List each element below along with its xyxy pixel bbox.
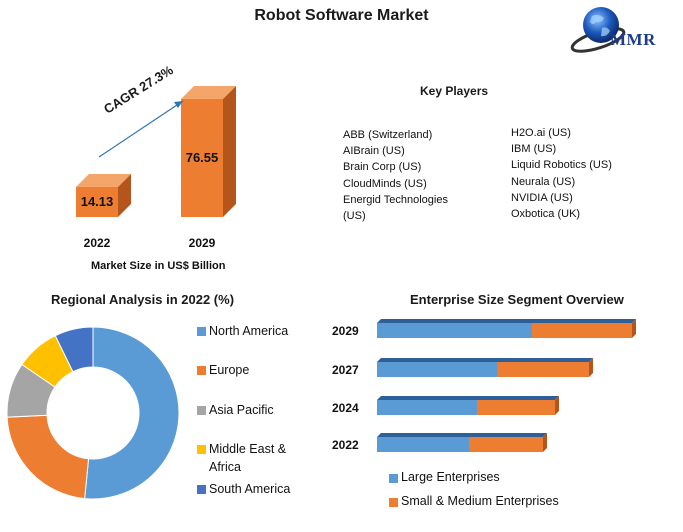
page-title: Robot Software Market (254, 7, 429, 24)
mmr-logo (570, 7, 626, 53)
legend-swatch (197, 327, 206, 336)
segment-year-label: 2022 (332, 438, 359, 452)
enterprise-bar-chart (377, 319, 636, 452)
legend-item-label: North America (209, 324, 289, 338)
segment-year-label: 2024 (332, 401, 359, 415)
legend-item-label: Europe (209, 363, 250, 377)
logo-text: MMR (610, 30, 656, 49)
segment-year-label: 2027 (332, 363, 359, 377)
key-players-column-1: ABB (Switzerland) AIBrain (US) Brain Corp … (343, 127, 473, 224)
key-player-item: Liquid Robotics (US) (511, 159, 612, 172)
market-bar-2029 (181, 99, 223, 217)
cagr-arrow (98, 100, 184, 158)
market-bar-value-label: 14.13 (80, 194, 114, 209)
legend-item-label: Middle East & Africa (209, 442, 287, 474)
legend-swatch (197, 445, 206, 454)
key-player-item: Neurala (US) (511, 175, 576, 188)
key-player-item: NVIDIA (US) (511, 191, 573, 204)
segment-bar-large-2027 (377, 362, 497, 377)
donut-slice-south-america (54, 326, 94, 373)
regional-donut-chart (6, 326, 180, 500)
market-size-caption: Market Size in US$ Billion (91, 260, 226, 272)
market-bar-side (223, 86, 236, 217)
key-player-item: Energid Technologies (US) (343, 193, 448, 223)
segment-bar-sme-2027 (497, 362, 589, 377)
legend-swatch (197, 366, 206, 375)
segment-bar-top (377, 433, 547, 437)
market-bar-side (118, 174, 131, 217)
segment-bar-top (377, 358, 593, 362)
segment-legend-label: Small & Medium Enterprises (401, 494, 559, 508)
segment-bar-sme-2029 (532, 323, 632, 338)
market-bar-top (76, 174, 131, 187)
donut-slice-north-america (84, 326, 180, 500)
cagr-arrow-head (174, 101, 183, 108)
segment-bar-side (543, 433, 547, 452)
key-player-item: AIBrain (US) (343, 145, 405, 158)
key-player-item: IBM (US) (511, 143, 557, 156)
segment-year-label: 2029 (332, 324, 359, 338)
segment-bar-large-2029 (377, 323, 532, 338)
segment-legend-swatch (389, 474, 398, 483)
key-player-item: ABB (Switzerland) (343, 129, 433, 141)
segment-bar-large-2024 (377, 400, 477, 415)
segment-bar-side (589, 358, 593, 377)
key-player-item: CloudMinds (US) (343, 177, 427, 190)
market-year-label: 2022 (83, 236, 111, 250)
market-bar-value-label: 76.55 (185, 150, 219, 165)
market-bar-2022 (76, 187, 118, 217)
segment-bar-top (377, 319, 636, 323)
segment-legend-label: Large Enterprises (401, 470, 500, 484)
regional-title: Regional Analysis in 2022 (%) (51, 292, 235, 307)
segment-bar-side (555, 396, 559, 415)
segment-legend-swatch (389, 498, 398, 507)
key-players-title: Key Players (420, 84, 489, 98)
key-player-item: H2O.ai (US) (511, 127, 571, 139)
segment-bar-top (377, 396, 559, 400)
legend-swatch (197, 406, 206, 415)
market-size-chart (76, 86, 236, 217)
legend-item-label: Asia Pacific (209, 403, 274, 417)
market-year-label: 2029 (188, 236, 216, 250)
key-player-item: Oxbotica (UK) (511, 208, 581, 221)
key-players-column-2: H2O.ai (US) IBM (US) Liquid Robotics (US) N… (511, 125, 661, 222)
donut-slice-europe (6, 414, 90, 500)
enterprise-title: Enterprise Size Segment Overview (410, 292, 624, 307)
key-player-item: Brain Corp (US) (343, 161, 422, 174)
segment-bar-side (632, 319, 636, 338)
legend-item-label: South America (209, 482, 291, 496)
segment-bar-sme-2024 (477, 400, 555, 415)
legend-swatch (197, 485, 206, 494)
segment-bar-sme-2022 (469, 437, 543, 452)
market-bar-top (181, 86, 236, 99)
segment-bar-large-2022 (377, 437, 469, 452)
